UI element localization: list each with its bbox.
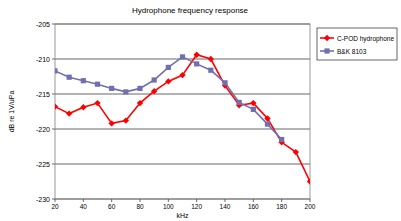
y-tick xyxy=(52,164,55,165)
data-point xyxy=(67,75,72,80)
title: Hydrophone frequency response xyxy=(132,6,249,15)
data-point xyxy=(265,122,270,127)
legend-label: B&K 8103 xyxy=(337,48,367,55)
series-line xyxy=(55,55,310,182)
legend-box xyxy=(317,28,397,60)
x-tick-label: 20 xyxy=(51,203,59,210)
x-tick xyxy=(310,199,311,202)
x-tick xyxy=(168,199,169,202)
data-point xyxy=(250,100,256,106)
x-tick-label: 40 xyxy=(80,203,88,210)
data-point xyxy=(208,68,213,73)
y-tick-label: -220 xyxy=(36,126,50,133)
y-tick-label: -230 xyxy=(36,196,50,203)
data-point xyxy=(95,82,100,87)
x-tick-label: 80 xyxy=(136,203,144,210)
series-line xyxy=(55,57,282,140)
x-tick-label: 200 xyxy=(305,203,316,210)
x-tick-label: 120 xyxy=(191,203,202,210)
data-point xyxy=(55,103,58,109)
y-tick xyxy=(52,199,55,200)
x-tick xyxy=(55,199,56,202)
y-tick-label: -205 xyxy=(36,21,50,28)
x-tick xyxy=(225,199,226,202)
data-point xyxy=(109,86,114,91)
data-point xyxy=(151,88,157,94)
x-tick-label: 100 xyxy=(163,203,174,210)
x-axis-label: kHz xyxy=(176,212,189,219)
data-point xyxy=(193,52,199,58)
data-point xyxy=(293,149,299,155)
data-point xyxy=(55,68,58,73)
x-tick-label: 60 xyxy=(108,203,116,210)
x-tick-label: 160 xyxy=(248,203,259,210)
data-point xyxy=(123,89,128,94)
x-tick xyxy=(140,199,141,202)
x-tick xyxy=(111,199,112,202)
data-point xyxy=(180,54,185,59)
data-point xyxy=(152,77,157,82)
x-tick-label: 140 xyxy=(220,203,231,210)
data-point xyxy=(179,72,185,78)
data-point xyxy=(307,178,310,184)
chart: Hydrophone frequency response -230 -225 -22… xyxy=(0,0,401,221)
y-tick xyxy=(52,59,55,60)
legend-label: C-POD hydrophone xyxy=(337,35,394,43)
data-point xyxy=(66,110,72,116)
grid-line xyxy=(55,164,310,165)
y-tick-label: -210 xyxy=(36,56,50,63)
y-tick xyxy=(52,129,55,130)
data-point xyxy=(208,56,214,62)
legend-marker xyxy=(324,48,329,53)
x-tick xyxy=(281,199,282,202)
data-point xyxy=(94,100,100,106)
y-axis-label: dB re 1V/uPa xyxy=(8,91,15,133)
data-point xyxy=(237,100,242,105)
plot-frame xyxy=(55,24,310,199)
x-tick xyxy=(196,199,197,202)
plot-data xyxy=(55,52,310,185)
data-point xyxy=(81,78,86,83)
grid-line xyxy=(55,94,310,95)
data-point xyxy=(80,104,86,110)
y-tick-label: -215 xyxy=(36,91,50,98)
data-point xyxy=(108,120,114,126)
data-point xyxy=(123,117,129,123)
x-tick xyxy=(83,199,84,202)
data-point xyxy=(251,107,256,112)
data-point xyxy=(279,137,284,142)
y-tick xyxy=(52,94,55,95)
x-tick xyxy=(253,199,254,202)
legend-marker xyxy=(324,35,330,41)
x-tick-label: 180 xyxy=(276,203,287,210)
data-point xyxy=(165,78,171,84)
data-point xyxy=(137,100,143,106)
y-tick-label: -225 xyxy=(36,161,50,168)
data-point xyxy=(166,65,171,70)
data-point xyxy=(194,61,199,66)
data-point xyxy=(137,86,142,91)
data-point xyxy=(222,80,227,85)
y-tick xyxy=(52,24,55,25)
